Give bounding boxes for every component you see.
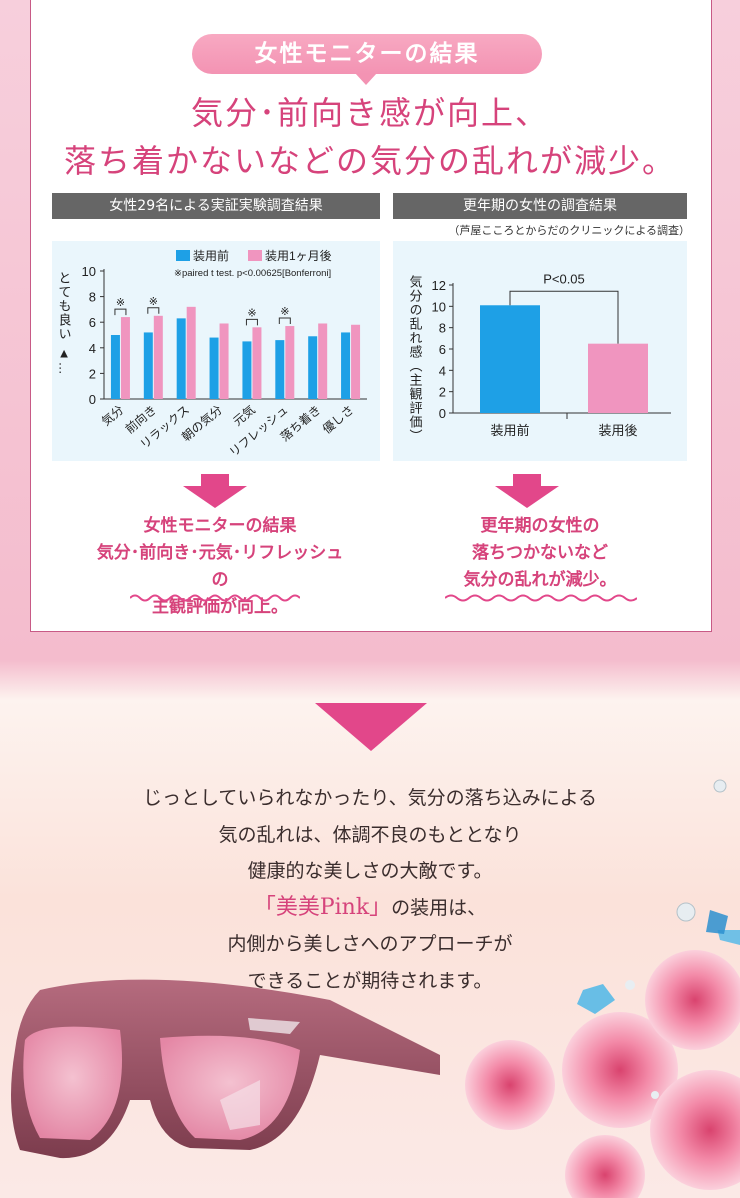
y-tick-label: 4: [439, 363, 446, 378]
left-chart-title: 女性29名による実証実験調査結果: [52, 193, 380, 219]
bar-after: [186, 306, 196, 399]
bar: [480, 305, 540, 413]
significance-mark: ※: [247, 307, 256, 319]
left-wavy-underline: [130, 594, 300, 602]
bar-before: [143, 332, 153, 399]
y-tick-label: 2: [439, 385, 446, 400]
tag-pointer: [355, 73, 377, 85]
legend-label-before: 装用前: [193, 248, 229, 263]
legend-swatch-after: [248, 250, 262, 261]
left-result: 女性モニターの結果 気分･前向き･元気･リフレッシュの 主観評価が向上。: [90, 513, 350, 621]
bar: [588, 343, 648, 413]
rose-flowers-image: [465, 930, 740, 1198]
y-tick-label: 12: [432, 278, 446, 293]
significance-bracket: [278, 317, 291, 325]
survey-note: （芦屋こころとからだのクリニックによる調査）: [448, 224, 690, 237]
significance-mark: ※: [116, 297, 125, 309]
body-line: 健康的な美しさの大敵です。: [247, 860, 493, 882]
x-tick-label: 気分: [98, 402, 126, 429]
right-chart-title: 更年期の女性の調査結果: [393, 193, 687, 219]
right-wavy-underline: [445, 594, 637, 602]
bar-before: [242, 341, 252, 399]
bar-after: [219, 323, 229, 399]
y-tick-label: 2: [89, 366, 96, 381]
x-tick-label: 元気: [230, 402, 258, 429]
right-chart-box: 気分の乱れ感（主観評価） 0 2 4 6 8 10 12 装用前 装用後 P<0.05: [393, 241, 687, 461]
right-result-line: 気分の乱れが減少。: [463, 570, 617, 590]
significance-bracket: [114, 308, 127, 316]
result-tag: 女性モニターの結果: [192, 34, 542, 74]
significance-mark: ※: [149, 296, 158, 308]
body-line: 内側から美しさへのアプローチが: [227, 933, 513, 955]
bar-after: [252, 327, 262, 399]
pink-glasses-image: [11, 979, 440, 1159]
x-tick-label: 優しさ: [320, 403, 357, 437]
crystal-sparkle: [713, 779, 727, 793]
bar-before: [308, 336, 318, 399]
y-tick-label: 8: [89, 290, 96, 305]
significance-bracket: [147, 307, 160, 314]
y-tick-label: 6: [89, 315, 96, 330]
bar-after: [120, 317, 130, 399]
right-result-line: 更年期の女性の: [480, 516, 600, 536]
bar-after: [153, 315, 163, 399]
y-axis-label: とても良い ▲…: [57, 271, 72, 376]
bar-before: [110, 335, 120, 399]
bar-before: [275, 340, 285, 399]
body-copy: じっとしていられなかったり、気分の落ち込みによる 気の乱れは、体調不良のもととな…: [0, 780, 740, 999]
headline-line-2: 落ち着かないなどの気分の乱れが減少。: [63, 142, 676, 180]
significance-bracket: [509, 290, 619, 344]
body-line: できることが期待されます。: [247, 969, 493, 992]
bar-after: [351, 324, 361, 399]
headline-line-1: 気分･前向き感が向上、: [190, 94, 549, 132]
bar-before: [341, 332, 351, 399]
bar-after: [285, 326, 295, 399]
y-axis-label: 気分の乱れ感（主観評価）: [408, 274, 423, 443]
product-name: 「美美Pink」: [253, 894, 392, 920]
y-tick-label: 10: [82, 264, 96, 279]
legend-swatch-before: [176, 250, 190, 261]
left-chart-box: 装用前 装用1ヶ月後 ※paired t test. p<0.00625[Bonfe…: [52, 241, 380, 461]
bar-after: [318, 323, 328, 399]
significance-mark: ※: [280, 306, 289, 318]
x-tick-label: 装用後: [598, 423, 637, 438]
body-line: 気の乱れは、体調不良のもととなり: [218, 823, 522, 846]
right-down-arrow: [495, 474, 559, 508]
right-chart: 気分の乱れ感（主観評価） 0 2 4 6 8 10 12 装用前 装用後 P<0.05: [408, 271, 671, 443]
section-down-arrow: [315, 703, 427, 751]
significance-bracket: [245, 318, 258, 326]
chart-footnote: ※paired t test. p<0.00625[Bonferroni]: [174, 268, 331, 279]
left-result-line: 気分･前向き･元気･リフレッシュの: [96, 543, 344, 590]
bar-before: [176, 318, 186, 399]
y-tick-label: 10: [432, 299, 446, 314]
left-down-arrow: [183, 474, 247, 508]
body-line-suffix: の装用は、: [391, 896, 487, 919]
right-result-line: 落ちつかないなど: [472, 543, 608, 563]
y-tick-label: 0: [89, 392, 96, 407]
body-line: 「美美Pink」の装用は、: [0, 890, 740, 927]
left-chart: 装用前 装用1ヶ月後 ※paired t test. p<0.00625[Bonfe…: [57, 248, 367, 460]
y-tick-label: 0: [439, 406, 446, 421]
body-line: じっとしていられなかったり、気分の落ち込みによる: [142, 787, 598, 809]
left-result-line: 主観評価が向上。: [152, 597, 288, 617]
y-tick-label: 4: [89, 341, 96, 356]
x-tick-label: 装用前: [490, 423, 529, 438]
crystal-sparkles: [676, 902, 728, 934]
right-result: 更年期の女性の 落ちつかないなど 気分の乱れが減少。: [420, 513, 660, 594]
left-result-line: 女性モニターの結果: [143, 516, 297, 536]
y-tick-label: 8: [439, 321, 446, 336]
legend-label-after: 装用1ヶ月後: [265, 249, 332, 263]
p-value-label: P<0.05: [543, 271, 585, 286]
bar-before: [209, 337, 219, 399]
y-tick-label: 6: [439, 342, 446, 357]
